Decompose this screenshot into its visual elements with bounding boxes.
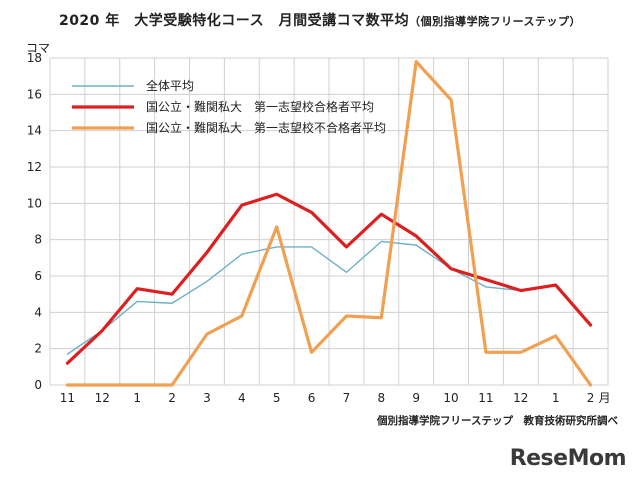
x-tick-label: 11	[478, 391, 493, 405]
x-tick-label: 8	[377, 391, 385, 405]
x-tick-label: 12	[513, 391, 528, 405]
y-tick-label: 18	[27, 51, 42, 65]
series-line-3	[65, 60, 593, 387]
series-line-1	[66, 240, 557, 355]
legend-label-3: 国公立・難関私大 第一志望校不合格者平均	[146, 120, 386, 135]
chart-title-main: 2020 年 大学受験特化コース 月間受講コマ数平均	[58, 13, 410, 29]
x-tick-label: 2	[168, 391, 176, 405]
chart-title-sub: （個別指導学院フリーステップ）	[409, 15, 582, 28]
y-tick-label: 16	[27, 87, 42, 101]
y-tick-label: 0	[34, 378, 42, 392]
x-tick-label: 4	[238, 391, 246, 405]
x-tick-label: 1	[552, 391, 560, 405]
legend-label-1: 全体平均	[146, 78, 194, 93]
chart-title: 2020 年 大学受験特化コース 月間受講コマ数平均（個別指導学院フリーステップ…	[0, 10, 640, 30]
y-tick-label: 2	[34, 342, 42, 356]
x-tick-label: 9	[412, 391, 420, 405]
legend-label-2: 国公立・難関私大 第一志望校合格者平均	[146, 99, 374, 114]
x-tick-label: 10	[443, 391, 458, 405]
x-tick-label: 3	[203, 391, 211, 405]
y-axis-label: コマ	[26, 41, 50, 55]
x-tick-label: 11	[60, 391, 75, 405]
x-tick-label: 6	[308, 391, 316, 405]
x-tick-label: 12	[95, 391, 110, 405]
y-tick-label: 6	[34, 269, 42, 283]
y-tick-label: 12	[27, 160, 42, 174]
resemom-logo: ReseMom	[509, 446, 627, 471]
x-unit-label: 月	[599, 391, 611, 405]
y-tick-label: 14	[27, 124, 42, 138]
x-tick-label: 2	[587, 391, 595, 405]
x-tick-label: 1	[133, 391, 141, 405]
y-tick-label: 10	[27, 196, 42, 210]
source-note: 個別指導学院フリーステップ 教育技術研究所調べ	[377, 415, 618, 427]
y-tick-label: 4	[34, 305, 42, 319]
x-tick-label: 5	[273, 391, 281, 405]
y-tick-label: 8	[34, 233, 42, 247]
x-tick-label: 7	[343, 391, 351, 405]
series-line-2	[65, 192, 593, 365]
